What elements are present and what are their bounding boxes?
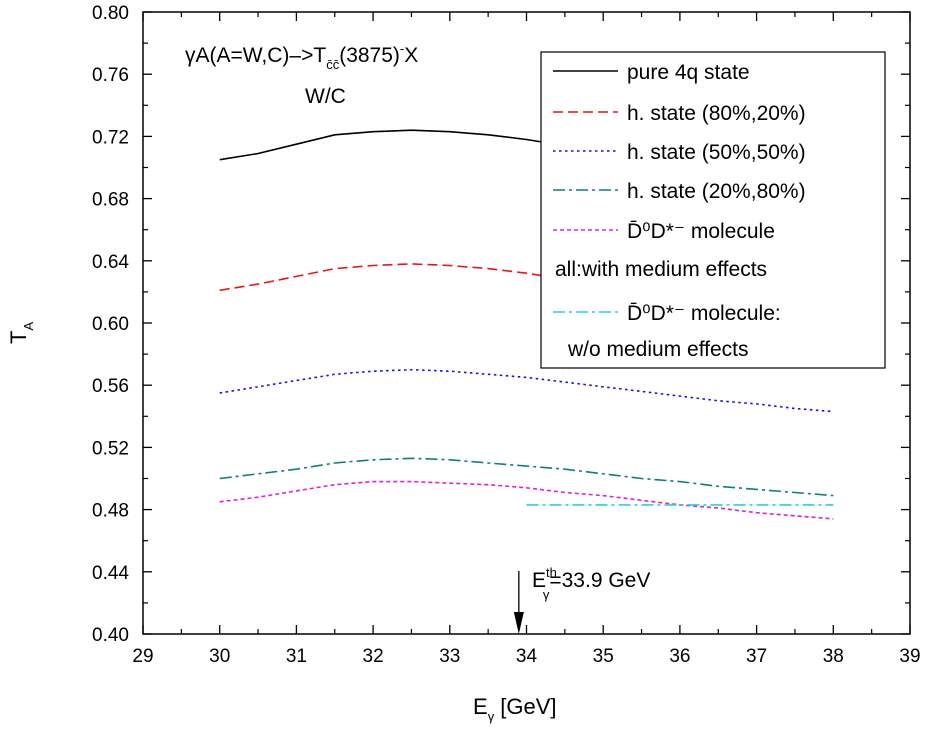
x-tick-label: 29 [132,646,153,667]
x-tick-label: 35 [593,646,614,667]
series-line-4 [219,457,834,497]
x-tick-label: 36 [669,646,690,667]
x-tick-label: 32 [363,646,384,667]
x-tick-label: 39 [899,646,920,667]
legend-label: h. state (20%,80%) [627,180,806,203]
y-tick-label: 0.68 [92,190,129,211]
y-tick-label: 0.44 [92,563,129,584]
y-tick-label: 0.76 [92,65,129,86]
axis-ticks [142,11,911,635]
x-tick-label: 34 [516,646,538,667]
x-tick-label: 37 [746,646,767,667]
legend-label: pure 4q state [627,61,750,84]
legend-label: h. state (80%,20%) [627,102,806,125]
threshold-label: Eth γ=33.9 GeV [532,565,650,602]
series-line-5 [219,480,834,520]
threshold-arrow-head [513,612,524,634]
y-tick-label: 0.48 [92,501,129,522]
y-tick-label: 0.60 [92,314,129,335]
x-axis-title: Eγ [GeV] [473,694,557,724]
y-tick-label: 0.72 [92,127,129,148]
y-tick-label: 0.56 [92,376,129,397]
threshold-marker [513,571,524,634]
series-line-3 [219,368,834,413]
y-tick-label: 0.80 [92,3,129,24]
legend-items: pure 4q state h. state (80%,20%) h. state … [553,61,806,325]
legend-last-line2: w/o medium effects [567,338,749,361]
legend-label: D̄⁰D*⁻ molecule [627,220,775,243]
legend-note: all:with medium effects [555,258,767,281]
x-tick-label: 33 [439,646,460,667]
y-tick-label: 0.64 [92,252,129,273]
legend-label: h. state (50%,50%) [627,141,806,164]
x-tick-label: 30 [209,646,230,667]
y-axis-title: TA [6,322,36,344]
reaction-annotation: γA(A=W,C)–>Tc̄c̄(3875)-X [185,41,418,72]
legend-label: D̄⁰D*⁻ molecule: [627,302,781,325]
y-tick-label: 0.52 [92,438,129,459]
legend: pure 4q state h. state (80%,20%) h. state … [540,51,886,369]
y-tick-label: 0.40 [92,625,129,646]
ratio-annotation: W/C [305,85,346,108]
legend-box [540,51,886,369]
x-tick-label: 38 [823,646,844,667]
x-tick-label: 31 [286,646,307,667]
axis-tick-labels: 29 30 31 32 33 34 35 36 37 38 39 0.40 0.44 0.48 0.52 0.… [92,3,921,667]
